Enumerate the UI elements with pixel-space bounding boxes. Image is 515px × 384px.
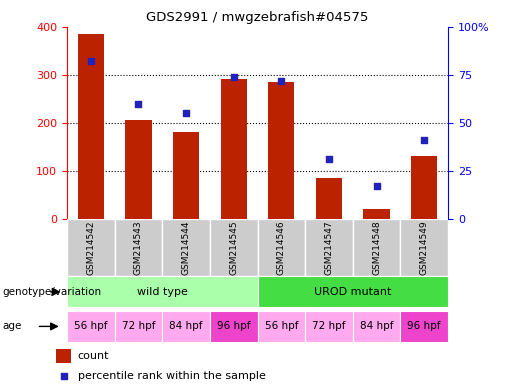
Text: GSM214546: GSM214546 [277,220,286,275]
Text: 72 hpf: 72 hpf [312,321,346,331]
Text: GSM214544: GSM214544 [182,220,191,275]
Text: 56 hpf: 56 hpf [74,321,108,331]
Bar [210,219,258,276]
Point [372,183,381,189]
Title: GDS2991 / mwgzebrafish#04575: GDS2991 / mwgzebrafish#04575 [146,11,369,24]
Text: genotype/variation: genotype/variation [3,287,101,297]
Bar [162,219,210,276]
Text: age: age [3,321,22,331]
Bar [114,219,162,276]
Text: GSM214543: GSM214543 [134,220,143,275]
Bar [305,219,353,276]
Point [87,58,95,65]
Bar [210,311,258,342]
Point [134,101,143,107]
Bar [67,219,114,276]
Bar [353,311,401,342]
Bar [353,219,401,276]
Bar [125,119,151,219]
Point [230,74,238,80]
Text: 84 hpf: 84 hpf [169,321,203,331]
Bar [411,157,437,219]
Text: 56 hpf: 56 hpf [265,321,298,331]
Text: GSM214547: GSM214547 [324,220,333,275]
Bar [401,219,448,276]
Text: GSM214548: GSM214548 [372,220,381,275]
Bar [364,209,390,219]
Text: 96 hpf: 96 hpf [217,321,250,331]
Bar [258,219,305,276]
Text: UROD mutant: UROD mutant [314,287,391,297]
Text: percentile rank within the sample: percentile rank within the sample [78,371,266,381]
Bar [173,131,199,219]
Text: GSM214542: GSM214542 [87,220,95,275]
Point [420,137,428,143]
Text: wild type: wild type [137,287,187,297]
Text: 84 hpf: 84 hpf [360,321,393,331]
Text: GSM214545: GSM214545 [229,220,238,275]
Point [182,110,190,116]
Point [60,372,68,379]
Bar [268,82,295,219]
Bar [67,311,114,342]
Bar [258,276,448,307]
Bar [316,178,342,219]
Bar [114,311,162,342]
Text: 96 hpf: 96 hpf [407,321,441,331]
Text: GSM214549: GSM214549 [420,220,428,275]
Bar [258,311,305,342]
Bar [162,311,210,342]
Point [277,78,285,84]
Text: count: count [78,351,109,361]
Text: 72 hpf: 72 hpf [122,321,155,331]
Bar [67,276,258,307]
Bar [56,349,71,363]
Bar [220,79,247,219]
Point [325,156,333,162]
Bar [401,311,448,342]
Bar [305,311,353,342]
Bar [78,34,104,219]
